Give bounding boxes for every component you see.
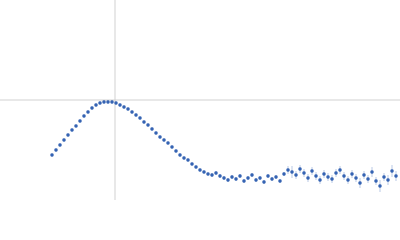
point [230, 175, 234, 179]
point [390, 169, 394, 173]
point [290, 170, 294, 174]
point [178, 153, 182, 157]
point [158, 135, 162, 139]
point [218, 174, 222, 178]
point [202, 170, 206, 174]
point [378, 184, 382, 188]
point [138, 116, 142, 120]
point [246, 176, 250, 180]
point [366, 177, 370, 181]
point [142, 120, 146, 124]
point [74, 124, 78, 128]
point [234, 177, 238, 181]
point [358, 181, 362, 185]
point [114, 101, 118, 105]
point [206, 172, 210, 176]
point [126, 107, 130, 111]
point [238, 174, 242, 178]
point [250, 173, 254, 177]
point [274, 175, 278, 179]
point [66, 133, 70, 137]
chart [0, 0, 400, 200]
point [314, 174, 318, 178]
point [98, 101, 102, 105]
point [346, 178, 350, 182]
point [186, 158, 190, 162]
point [382, 175, 386, 179]
point [54, 148, 58, 152]
point [110, 100, 114, 104]
point [266, 174, 270, 178]
point [210, 173, 214, 177]
point [222, 176, 226, 180]
point [318, 178, 322, 182]
point [106, 100, 110, 104]
point [118, 103, 122, 107]
point [374, 179, 378, 183]
page: {"chart_data": {"type": "scatter", "xlim… [0, 0, 400, 200]
point [362, 173, 366, 177]
point [190, 162, 194, 166]
point [370, 170, 374, 174]
point [122, 105, 126, 109]
point [306, 176, 310, 180]
point [386, 178, 390, 182]
point [326, 175, 330, 179]
point [226, 178, 230, 182]
point [50, 153, 54, 157]
point [254, 178, 258, 182]
point [134, 113, 138, 117]
point [282, 172, 286, 176]
point [62, 138, 66, 142]
point [310, 169, 314, 173]
point [258, 176, 262, 180]
point [214, 171, 218, 175]
point [86, 110, 90, 114]
point [182, 156, 186, 160]
point [130, 110, 134, 114]
point [350, 172, 354, 176]
point [278, 179, 282, 183]
point [146, 123, 150, 127]
point [90, 106, 94, 110]
point [94, 103, 98, 107]
point [270, 177, 274, 181]
point [198, 168, 202, 172]
point [354, 176, 358, 180]
point [334, 171, 338, 175]
point [174, 149, 178, 153]
point [242, 179, 246, 183]
point [342, 174, 346, 178]
point [194, 165, 198, 169]
point [338, 168, 342, 172]
point [298, 167, 302, 171]
point [322, 172, 326, 176]
point [150, 127, 154, 131]
point [166, 141, 170, 145]
point [70, 128, 74, 132]
point [154, 131, 158, 135]
point [170, 145, 174, 149]
point [78, 119, 82, 123]
point [162, 138, 166, 142]
point [82, 114, 86, 118]
point [302, 171, 306, 175]
point [294, 173, 298, 177]
point [262, 180, 266, 184]
point [286, 168, 290, 172]
point [58, 143, 62, 147]
point [394, 174, 398, 178]
point [102, 100, 106, 104]
point [330, 177, 334, 181]
